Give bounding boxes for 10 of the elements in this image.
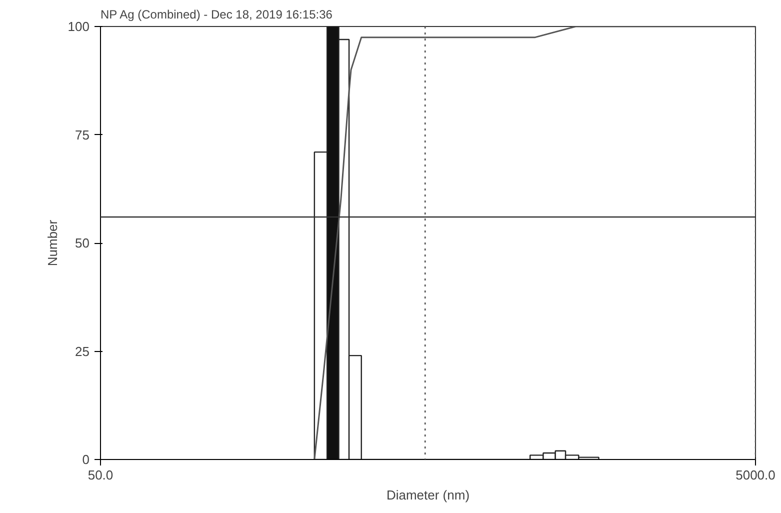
x-tick-label: 50.0 <box>88 468 114 482</box>
y-tick-label: 50 <box>75 236 90 250</box>
y-tick-label: 75 <box>75 127 90 142</box>
y-axis-title: Number <box>44 219 60 266</box>
chart-title: NP Ag (Combined) - Dec 18, 2019 16:15:36 <box>100 8 333 22</box>
x-tick-label: 5000.0 <box>736 468 776 482</box>
x-axis-title: Diameter (nm) <box>386 488 470 502</box>
y-tick-label: 25 <box>75 344 90 359</box>
y-tick-label: 100 <box>68 19 90 34</box>
y-tick-label: 0 <box>82 452 90 467</box>
